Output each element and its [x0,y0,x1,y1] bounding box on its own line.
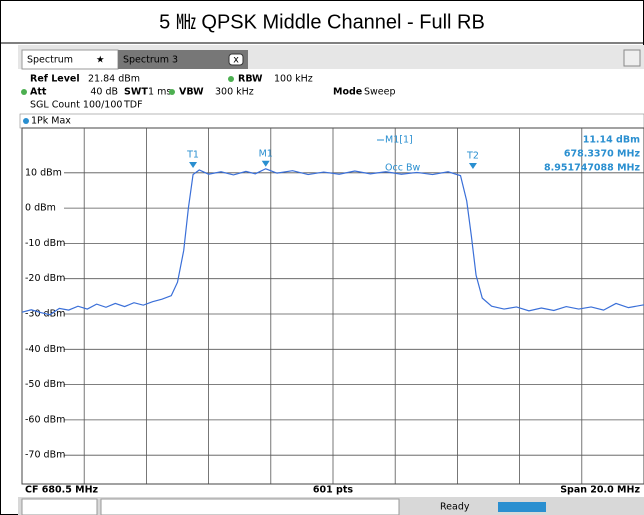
setting-value: 40 dB [90,87,118,98]
setting-label: Mode [333,87,362,98]
setting-value: 1 ms [148,87,171,98]
input-box[interactable] [21,498,98,515]
trace-line [21,168,644,316]
y-tick-label: 0 dBm [25,203,56,214]
footer-center: CF 680.5 MHz [25,485,99,496]
trace-indicator [23,118,29,124]
indicator [169,89,175,95]
setting-label: RBW [238,74,263,85]
marker [189,161,198,168]
setting-label: Ref Level [30,74,80,85]
trace-bar [19,113,644,129]
y-tick-label: 10 dBm [25,167,62,178]
setting-label: SWT [124,87,148,98]
progress-bar [498,502,546,512]
occ-bw-value: 8.951747088 MHz [544,163,640,174]
setting-value: TDF [123,100,143,111]
marker [261,160,270,167]
setting-value: Sweep [364,87,396,98]
footer-points: 601 pts [313,485,353,496]
y-tick-label: -60 dBm [25,414,65,425]
setting-label: Att [30,87,47,98]
close-icon[interactable]: x [233,55,239,66]
setting-value: SGL Count 100/100 [30,100,122,111]
setting-label: VBW [179,87,204,98]
y-tick-label: -50 dBm [25,379,65,390]
status-text: Ready [440,502,470,513]
close-button[interactable] [228,53,244,66]
setting-value: 100 kHz [274,74,313,85]
marker [468,163,477,170]
menu-button[interactable] [623,49,641,67]
page-title: 5 ㎒ QPSK Middle Channel - Full RB [159,11,485,33]
indicator [228,76,234,82]
trace-label: 1Pk Max [31,116,71,127]
occ-bw-label: Occ Bw [385,163,420,174]
tab-label[interactable]: Spectrum 3 [123,55,178,66]
setting-value: 300 kHz [215,87,254,98]
tab-label[interactable]: Spectrum [27,55,73,66]
y-tick-label: -20 dBm [25,273,65,284]
input-box[interactable] [100,498,400,515]
footer-span: Span 20.0 MHz [560,485,640,496]
star-icon: ★ [96,55,105,66]
setting-value: 21.84 dBm [88,74,140,85]
marker-label: M1 [259,148,273,159]
y-tick-label: -40 dBm [25,344,65,355]
y-tick-label: -70 dBm [25,450,65,461]
marker-label: T2 [466,151,479,162]
y-tick-label: -10 dBm [25,238,65,249]
marker-level: 11.14 dBm [583,135,640,146]
marker-frequency: 678.3370 MHz [564,149,641,160]
marker-label: T1 [186,149,199,160]
marker-readout: M1[1] [385,135,413,146]
tab[interactable] [118,50,248,69]
indicator [21,89,27,95]
